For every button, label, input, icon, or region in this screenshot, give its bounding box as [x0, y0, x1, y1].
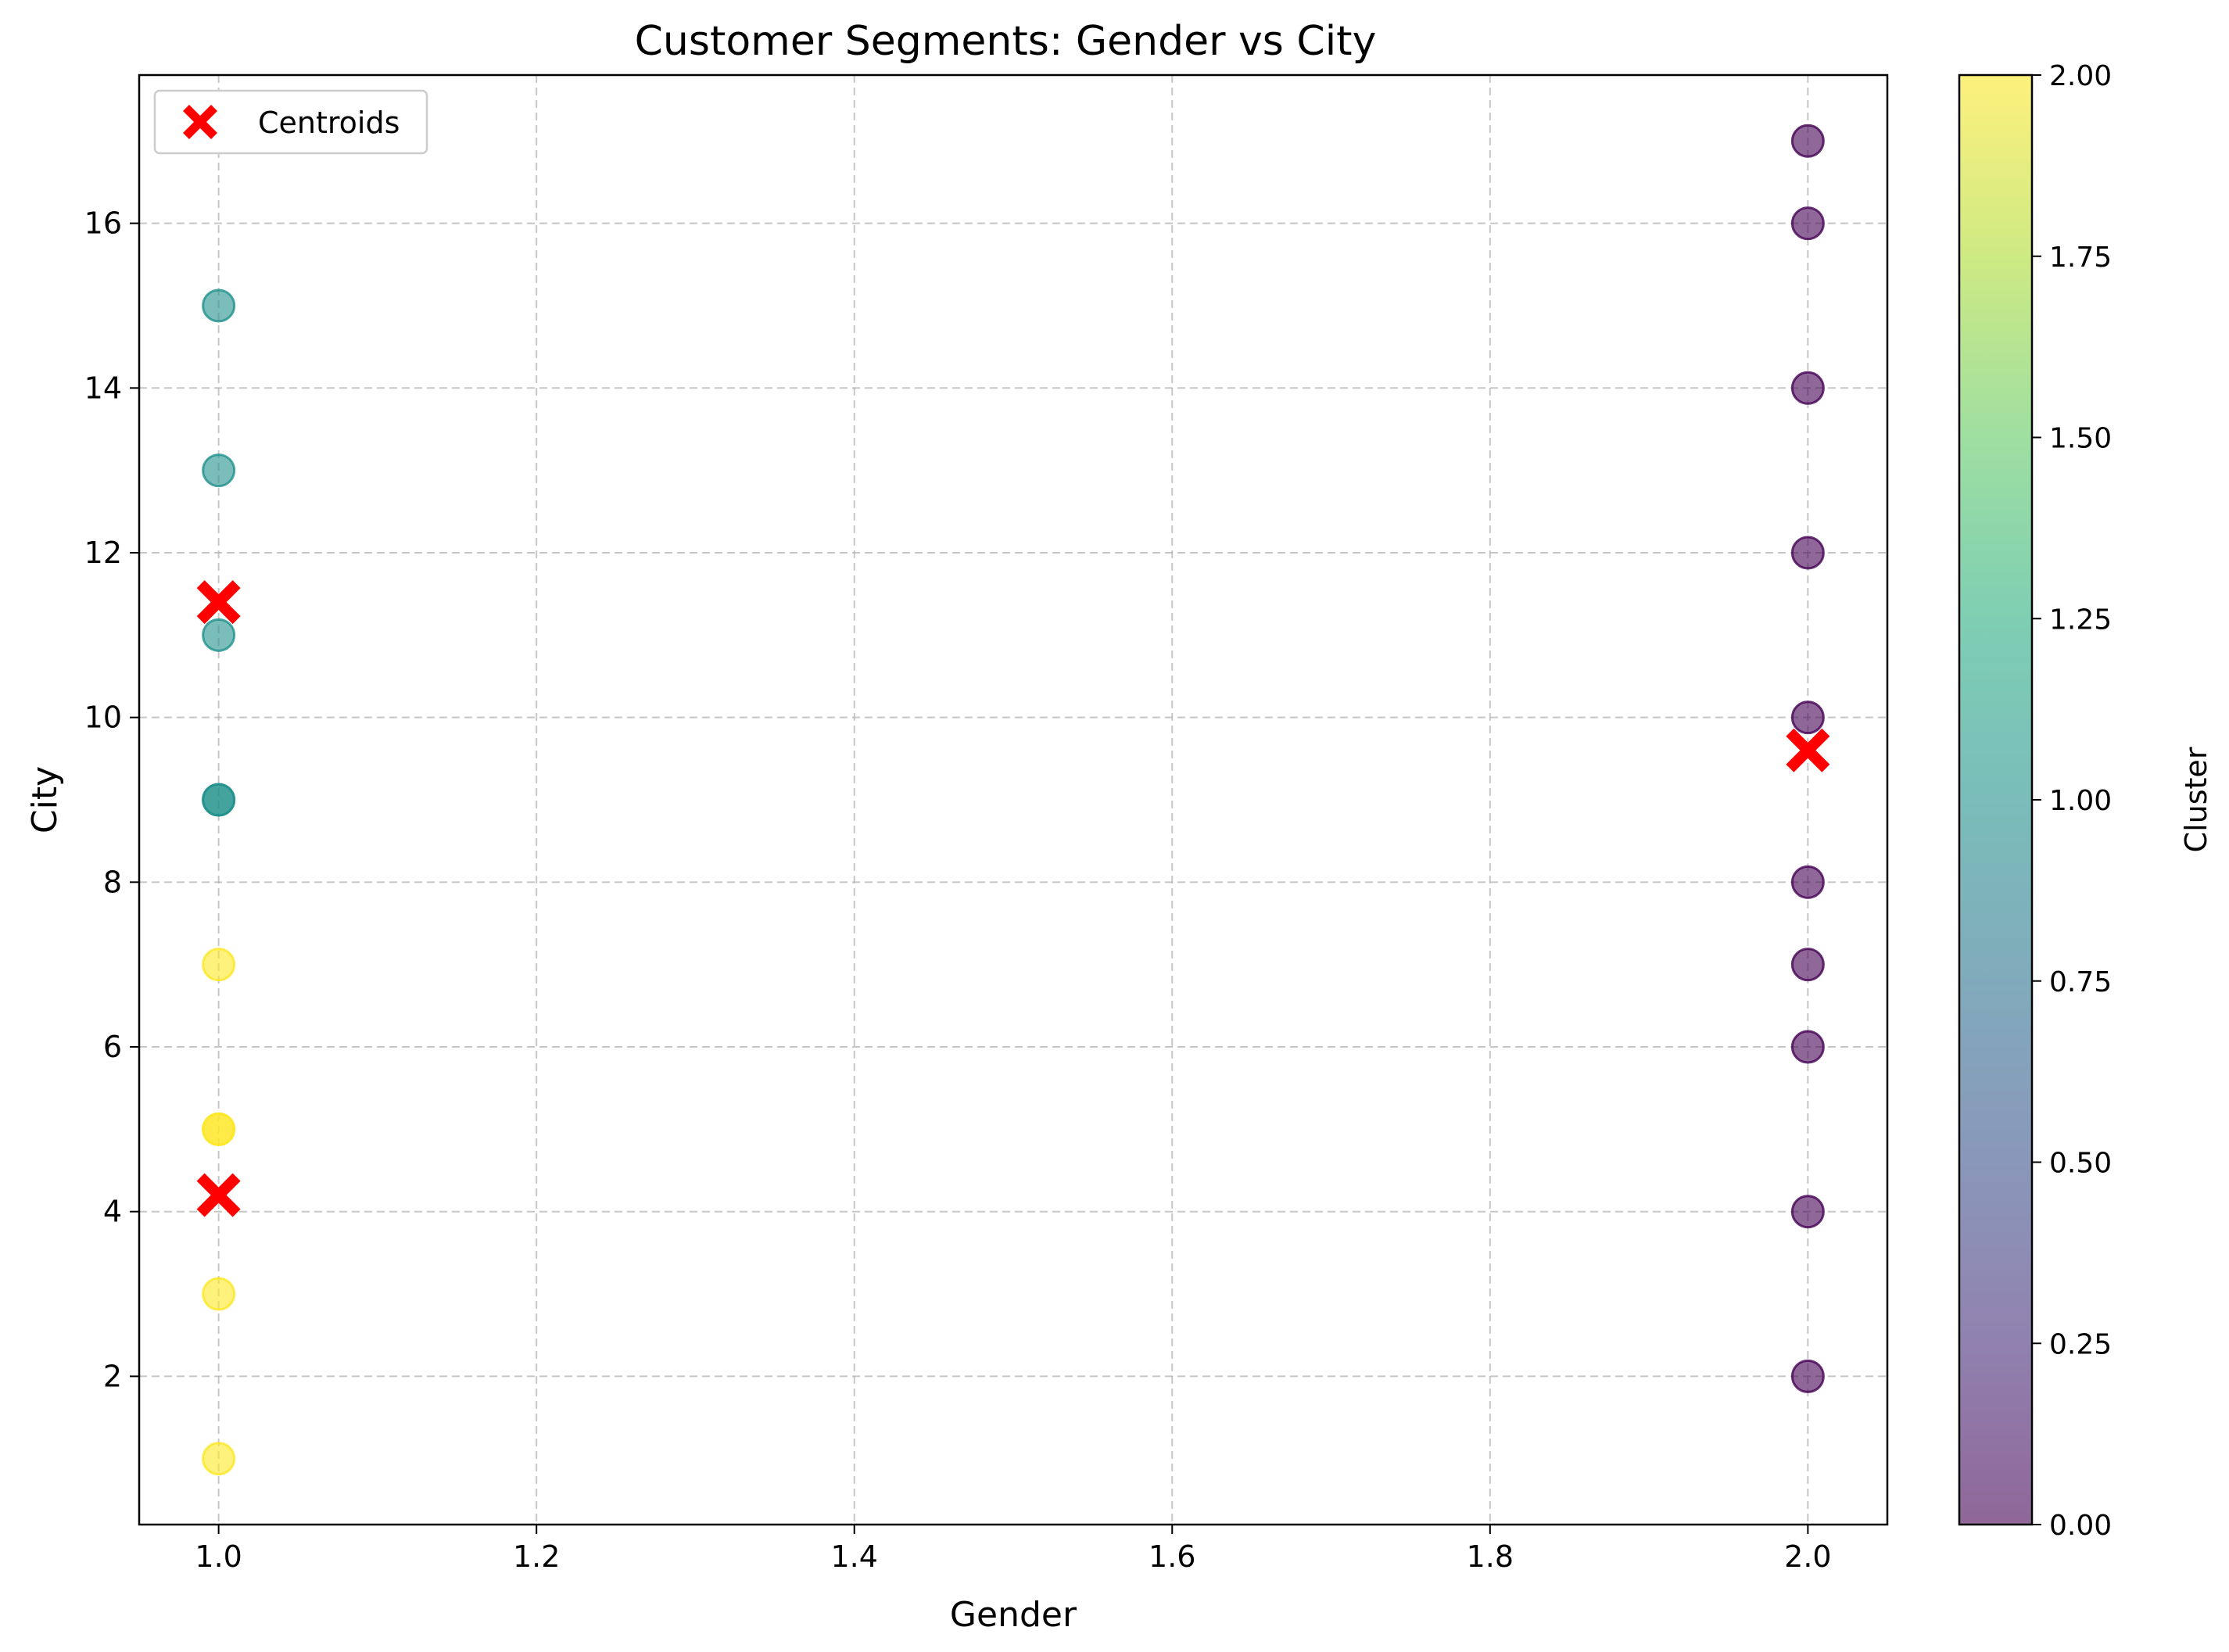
colorbar-tick-label: 1.25 [2049, 604, 2112, 636]
y-axis-label: City [25, 766, 65, 833]
data-point [202, 288, 236, 323]
y-tick-label: 2 [103, 1359, 122, 1393]
x-tick-label: 1.6 [1149, 1539, 1195, 1574]
data-point [1790, 206, 1825, 241]
colorbar-tick-label: 0.50 [2049, 1148, 2112, 1180]
x-tick-label: 1.2 [513, 1539, 560, 1574]
colorbar-ticks: 0.00 0.25 0.50 0.75 1.00 1.25 1.50 1.75 2.00 [2032, 60, 2112, 1542]
centroid-x [196, 1173, 241, 1217]
x-tick-label: 1.8 [1467, 1539, 1514, 1574]
colorbar-label: Cluster [2179, 747, 2213, 852]
grid-lines [139, 75, 1887, 1525]
data-point [1790, 948, 1825, 982]
data-point [1790, 1359, 1825, 1393]
colorbar-tick-label: 0.25 [2049, 1328, 2112, 1360]
colorbar-gradient [1959, 75, 2032, 1525]
data-point [1790, 865, 1825, 899]
data-point [1790, 1030, 1825, 1064]
data-point [202, 1442, 236, 1476]
data-point [1790, 371, 1825, 405]
centroid-markers [196, 580, 1830, 1217]
colorbar-tick-label: 1.50 [2049, 423, 2112, 455]
centroid-marker [196, 1173, 241, 1217]
centroid-x [1786, 728, 1830, 772]
y-tick-label: 10 [84, 701, 122, 735]
centroid-marker [1786, 728, 1830, 772]
data-point [202, 948, 236, 982]
colorbar: 0.00 0.25 0.50 0.75 1.00 1.25 1.50 1.75 2.00 Clu… [1958, 60, 2213, 1542]
colorbar-tick-label: 0.75 [2049, 966, 2112, 998]
y-tick-label: 16 [84, 206, 122, 241]
colorbar-tick-label: 2.00 [2049, 60, 2112, 92]
chart-title: Customer Segments: Gender vs City [635, 18, 1377, 65]
data-point [1790, 124, 1825, 158]
data-point [1790, 1195, 1825, 1229]
x-tick-label: 1.0 [195, 1539, 242, 1574]
data-point [202, 1112, 236, 1146]
data-point [202, 1277, 236, 1311]
data-points [202, 124, 1825, 1476]
legend-label-centroids: Centroids [258, 106, 400, 140]
y-tick-label: 12 [84, 536, 122, 570]
x-axis-label: Gender [950, 1595, 1077, 1635]
y-axis-ticks: 2 4 6 8 10 12 14 16 [84, 206, 139, 1393]
colorbar-tick-label: 1.00 [2049, 785, 2112, 817]
centroid-x [196, 580, 241, 625]
legend-centroid-marker [183, 105, 217, 139]
data-point [202, 783, 236, 817]
colorbar-tick-label: 1.75 [2049, 242, 2112, 274]
x-axis-ticks: 1.0 1.2 1.4 1.6 1.8 2.0 [195, 1525, 1832, 1574]
legend-centroid-x [183, 105, 217, 139]
y-tick-label: 4 [103, 1195, 122, 1229]
legend: Centroids [153, 89, 428, 155]
data-point [202, 618, 236, 652]
x-tick-label: 2.0 [1784, 1539, 1831, 1574]
colorbar-tick-label: 0.00 [2049, 1510, 2112, 1542]
x-tick-label: 1.4 [831, 1539, 878, 1574]
y-tick-label: 6 [103, 1030, 122, 1064]
data-point [202, 453, 236, 488]
plot-area [139, 75, 1887, 1525]
data-point [1790, 536, 1825, 570]
y-tick-label: 14 [84, 371, 122, 405]
plot-frame [138, 73, 1889, 1526]
legend-box [153, 89, 428, 155]
data-point [1790, 701, 1825, 735]
centroid-marker [196, 580, 241, 625]
y-tick-label: 8 [103, 865, 122, 899]
